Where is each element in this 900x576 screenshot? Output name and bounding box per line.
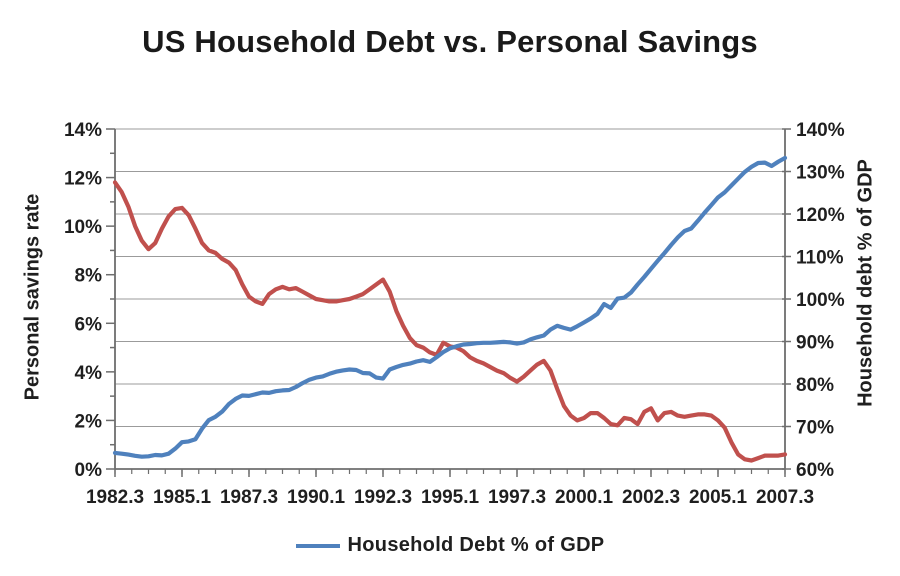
- right-tick-label: 90%: [796, 333, 834, 354]
- right-tick-label: 60%: [796, 460, 834, 481]
- x-tick-label: 1985.1: [153, 487, 212, 508]
- household-debt-line: [112, 155, 788, 459]
- left-tick-label: 0%: [75, 460, 103, 481]
- legend-label: Household Debt % of GDP: [347, 534, 605, 556]
- x-tick-label: 2000.1: [555, 487, 614, 508]
- x-tick-label: 1992.3: [354, 487, 412, 508]
- right-tick-label: 130%: [796, 163, 845, 184]
- left-tick-label: 12%: [64, 169, 102, 190]
- right-tick-label: 70%: [796, 418, 834, 439]
- x-tick-label: 1997.3: [488, 487, 546, 508]
- chart-legend: Household Debt % of GDP: [0, 534, 900, 557]
- right-tick-label: 100%: [796, 290, 845, 311]
- left-tick-label: 14%: [64, 120, 102, 141]
- chart-title: US Household Debt vs. Personal Savings: [142, 24, 758, 59]
- x-tick-label: 1995.1: [421, 487, 480, 508]
- left-tick-label: 6%: [75, 314, 103, 335]
- right-tick-label: 80%: [796, 375, 834, 396]
- x-tick-label: 2005.1: [689, 487, 748, 508]
- right-tick-label: 110%: [796, 248, 844, 269]
- right-tick-label: 140%: [796, 120, 845, 141]
- x-tick-label: 1990.1: [287, 487, 346, 508]
- x-tick-label: 1982.3: [86, 487, 144, 508]
- left-tick-label: 10%: [64, 217, 102, 238]
- left-tick-label: 2%: [75, 411, 103, 432]
- x-tick-label: 1987.3: [220, 487, 278, 508]
- x-tick-label: 2002.3: [622, 487, 680, 508]
- right-tick-label: 120%: [796, 205, 845, 226]
- left-tick-label: 4%: [75, 363, 103, 384]
- legend-line-sample: [295, 543, 340, 548]
- x-tick-label: 2007.3: [756, 487, 814, 508]
- left-tick-label: 8%: [75, 266, 103, 287]
